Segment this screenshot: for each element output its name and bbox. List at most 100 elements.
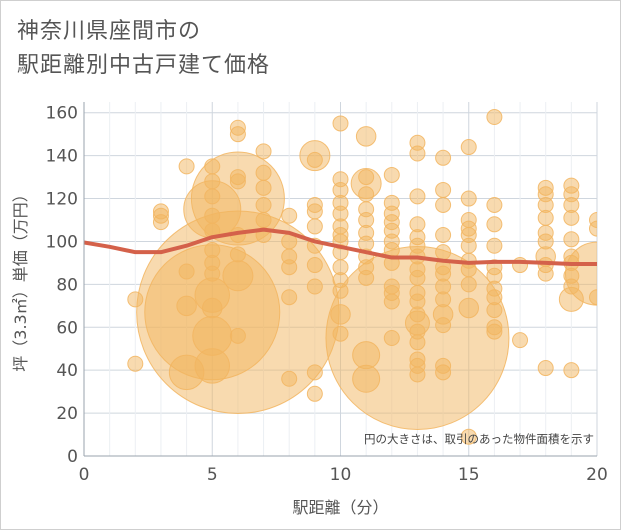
bubble-point: [435, 244, 452, 261]
bubble-point: [330, 304, 351, 325]
bubble-point: [178, 263, 195, 280]
bubble-point: [306, 385, 323, 402]
bubble-point: [486, 237, 503, 254]
y-tick-label: 140: [46, 147, 78, 167]
bubble-point: [222, 260, 254, 292]
bubble-point: [435, 227, 452, 244]
bubble-point: [194, 348, 230, 384]
y-tick-label: 120: [46, 190, 78, 210]
bubble-point: [537, 209, 554, 226]
bubble-point: [352, 364, 381, 393]
trend-series: [84, 227, 597, 266]
y-tick-label: 20: [56, 404, 78, 424]
bubble-point: [409, 188, 426, 205]
bubble-point: [355, 126, 377, 147]
bubble-point: [204, 207, 221, 224]
plot-area: [84, 109, 597, 445]
bubble-point: [204, 158, 221, 175]
y-tick-label: 80: [56, 275, 78, 295]
bubble-point: [178, 158, 195, 175]
bubble-point: [202, 297, 223, 319]
bubble-size-note: 円の大きさは、取引のあった物件面積を示す: [364, 432, 594, 446]
bubble-point: [458, 297, 479, 319]
bubble-point: [460, 276, 477, 293]
bubble-point: [332, 282, 349, 299]
x-tick-label: 20: [586, 465, 608, 485]
bubble-series: [127, 109, 597, 445]
bubble-point: [409, 269, 426, 286]
y-tick-label: 0: [67, 447, 78, 467]
bubble-point: [358, 269, 375, 286]
bubble-point: [512, 257, 529, 274]
bubble-point: [255, 164, 272, 181]
bubble-point: [255, 212, 272, 228]
bubble-point: [306, 257, 323, 274]
bubble-point: [229, 126, 246, 143]
bubble-point: [255, 143, 272, 160]
x-tick-label: 15: [458, 465, 480, 485]
bubble-point: [255, 179, 272, 196]
bubble-point: [486, 323, 503, 340]
x-tick-label: 5: [207, 465, 218, 485]
trend-line: [84, 227, 597, 266]
bubble-point: [537, 265, 554, 282]
bubble-point: [563, 362, 580, 379]
bubble-point: [127, 291, 144, 308]
bubble-point: [435, 149, 452, 166]
bubble-point: [332, 115, 349, 132]
bubble-point: [409, 366, 426, 383]
bubble-point: [352, 341, 381, 370]
bubble-point: [435, 291, 452, 308]
bubble-point: [460, 139, 477, 156]
bubble-point: [306, 203, 323, 220]
y-axis-label: 坪（3.3㎡）単価（万円）: [11, 186, 30, 371]
y-tick-label: 160: [46, 104, 78, 124]
bubble-point: [537, 233, 554, 250]
y-tick-label: 40: [56, 361, 78, 381]
bubble-point: [306, 151, 323, 168]
bubble-point: [229, 173, 246, 190]
bubble-point: [255, 196, 272, 213]
bubble-point: [589, 289, 597, 306]
bubble-point: [332, 325, 349, 342]
bubble-point: [306, 218, 323, 235]
bubble-point: [281, 370, 298, 387]
bubble-point: [409, 306, 426, 323]
x-tick-label: 0: [79, 465, 90, 485]
x-axis-label: 駅距離（分）: [292, 498, 388, 517]
bubble-point: [176, 295, 197, 317]
bubble-point: [204, 265, 221, 282]
bubble-point: [486, 302, 503, 319]
bubble-point: [229, 327, 246, 344]
bubble-point: [281, 289, 298, 306]
bubble-point: [460, 428, 477, 445]
bubble-point: [435, 196, 452, 213]
bubble-point: [204, 173, 221, 190]
bubble-point: [486, 216, 503, 233]
bubble-point: [435, 317, 452, 334]
bubble-point: [383, 330, 400, 346]
y-tick-label: 100: [46, 232, 78, 252]
bubble-point: [152, 214, 169, 231]
bubble-point: [563, 278, 580, 295]
bubble-point: [204, 188, 221, 205]
bubble-point: [281, 207, 298, 224]
x-tick-label: 10: [330, 465, 352, 485]
bubble-point: [486, 196, 503, 213]
chart-title: 神奈川県座間市の 駅距離別中古戸建て価格: [17, 19, 271, 78]
bubble-point: [563, 209, 580, 226]
bubble-point: [435, 364, 452, 381]
bubble-point: [281, 259, 298, 276]
bubble-point: [460, 237, 477, 254]
bubble-point: [460, 190, 477, 207]
bubble-point: [383, 166, 400, 183]
bubble-point: [512, 332, 529, 349]
bubble-point: [486, 109, 503, 126]
bubble-point: [358, 169, 375, 186]
bubble-point: [537, 360, 554, 377]
bubble-point: [306, 278, 323, 295]
bubble-point: [383, 293, 400, 310]
bubble-point: [435, 181, 452, 198]
bubble-point: [127, 355, 144, 372]
